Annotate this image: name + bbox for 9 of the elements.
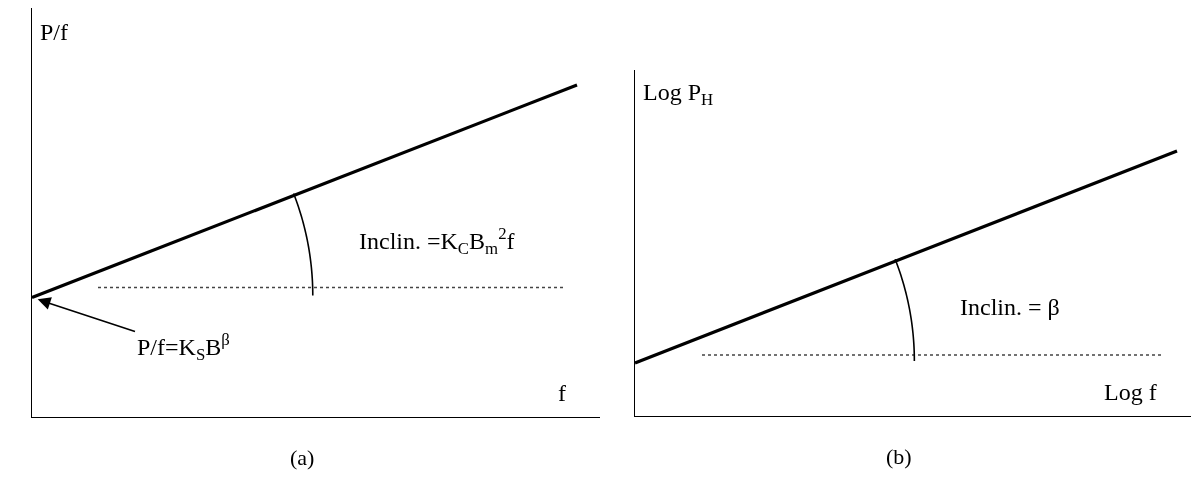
x-axis-title: Log f [1104, 379, 1157, 405]
text: (b) [886, 444, 912, 469]
x-axis-title: f [558, 380, 566, 406]
text: (a) [290, 445, 315, 470]
annotation: P/f=K$_{S}$B$^{β}$ [137, 330, 230, 365]
annotation: Inclin. = β [960, 294, 1060, 320]
y-axis-title: Log P$_{H}$ [643, 79, 714, 110]
annotation: Inclin. =K$_{C}$B$_{m}$$^{2}$f [359, 224, 515, 259]
y-axis-title: P/f [40, 19, 69, 45]
